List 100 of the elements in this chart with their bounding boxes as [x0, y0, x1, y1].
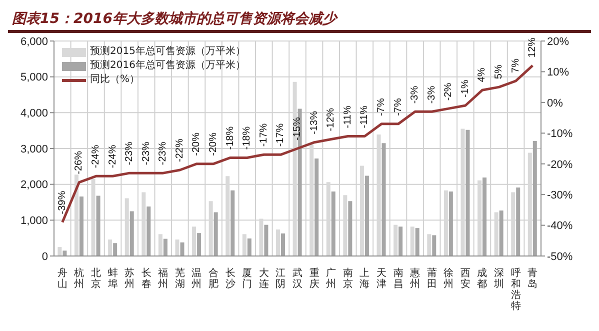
bar: [146, 206, 151, 256]
data-label: -24%: [90, 144, 102, 168]
data-label: -12%: [326, 108, 337, 132]
bar: [382, 143, 386, 256]
data-label: -1%: [460, 80, 471, 98]
data-label: -3%: [426, 86, 438, 104]
data-label: -13%: [308, 110, 320, 134]
y2-tick-label: -40%: [547, 220, 573, 232]
data-label: -15%: [292, 117, 303, 140]
data-label: -22%: [174, 138, 186, 162]
data-label: -7%: [376, 98, 387, 116]
x-tick-label: 深圳: [493, 267, 504, 290]
y2-tick-label: 20%: [547, 36, 570, 48]
y2-tick-label: -20%: [547, 158, 573, 171]
bar: [197, 233, 202, 256]
bar: [516, 188, 520, 256]
bar: [175, 240, 180, 256]
bar: [348, 201, 352, 256]
x-tick-label: 莆田: [426, 267, 437, 290]
y-tick-label: 4,000: [20, 108, 48, 120]
y2-tick-label: 10%: [547, 66, 570, 79]
bar: [415, 228, 420, 256]
bar: [62, 250, 67, 256]
bar: [113, 243, 118, 256]
bar: [130, 211, 134, 256]
x-tick-label: 重庆: [309, 267, 320, 290]
bar: [466, 130, 470, 256]
x-tick-label: 呼和浩特: [510, 267, 521, 312]
x-tick-label: 长沙: [225, 267, 236, 290]
y-tick-label: 6,000: [20, 36, 48, 48]
data-label: -23%: [158, 142, 169, 166]
data-label: -17%: [275, 123, 286, 147]
data-label: -39%: [56, 190, 68, 214]
y2-tick-label: -10%: [547, 128, 573, 140]
data-label: -18%: [224, 126, 236, 150]
bar: [432, 235, 436, 256]
data-label: 12%: [527, 37, 538, 58]
chart-title: 图表15：2016年大多数城市的总可售资源将会减少: [8, 8, 591, 33]
x-tick-label: 蚌埠: [106, 267, 118, 290]
bar: [163, 238, 168, 256]
bar: [180, 242, 184, 256]
x-tick-label: 成都: [477, 267, 488, 290]
bar: [394, 224, 398, 256]
bar: [96, 196, 100, 256]
data-label: 5%: [494, 64, 505, 80]
x-tick-label: 温州: [192, 267, 202, 290]
y-tick-label: 0: [42, 250, 48, 263]
y-tick-label: 5,000: [20, 72, 48, 84]
x-tick-label: 舟山: [57, 267, 68, 290]
data-label: -3%: [410, 86, 421, 104]
data-label: -7%: [392, 98, 404, 116]
y-tick-label: 2,000: [20, 179, 48, 192]
x-tick-label: 大连: [258, 267, 269, 290]
bar: [58, 247, 62, 256]
bar: [214, 212, 218, 256]
bar: [314, 158, 319, 256]
x-tick-label: 厦门: [242, 268, 252, 290]
bar: [264, 224, 268, 256]
data-label: -17%: [258, 123, 270, 147]
data-label: -24%: [107, 144, 118, 168]
bar: [192, 226, 196, 256]
bar: [108, 240, 112, 256]
bar: [158, 234, 162, 256]
data-label: -18%: [242, 126, 253, 150]
x-tick-label: 合肥: [208, 267, 219, 290]
x-tick-label: 武汉: [292, 267, 302, 290]
y-tick-label: 3,000: [20, 143, 48, 156]
x-tick-label: 青岛: [528, 267, 538, 290]
x-tick-label: 徐州: [444, 267, 454, 290]
data-label: -11%: [359, 106, 370, 128]
x-tick-label: 上海: [360, 267, 370, 290]
data-label: -23%: [140, 142, 152, 166]
bar: [364, 176, 369, 256]
data-label: -20%: [191, 132, 202, 156]
x-tick-label: 广州: [326, 267, 336, 290]
bar: [242, 234, 246, 256]
x-tick-label: 西安: [460, 268, 470, 290]
bar: [247, 238, 252, 256]
data-label: -2%: [443, 82, 454, 101]
x-tick-label: 北京: [90, 267, 101, 290]
x-tick-label: 长春: [141, 267, 152, 290]
x-tick-label: 杭州: [73, 267, 84, 290]
bar: [276, 229, 280, 256]
data-label: -23%: [124, 142, 136, 166]
x-tick-label: 芜湖: [174, 267, 185, 290]
data-label: 7%: [510, 58, 522, 73]
bar: [448, 192, 453, 256]
legend-label: 预测2015年总可售资源（万平米）: [90, 45, 246, 59]
legend-label: 同比（%）: [90, 73, 140, 87]
bar: [482, 178, 487, 256]
bar: [230, 190, 235, 256]
bar: [499, 210, 504, 256]
x-tick-label: 天津: [376, 268, 386, 290]
bar: [79, 196, 84, 256]
x-tick-label: 江阴: [276, 267, 286, 290]
x-tick-label: 福州: [158, 267, 168, 290]
bar: [398, 226, 403, 256]
data-label: -11%: [342, 106, 354, 128]
x-tick-label: 惠州: [409, 267, 420, 290]
y2-tick-label: 0%: [547, 97, 564, 110]
